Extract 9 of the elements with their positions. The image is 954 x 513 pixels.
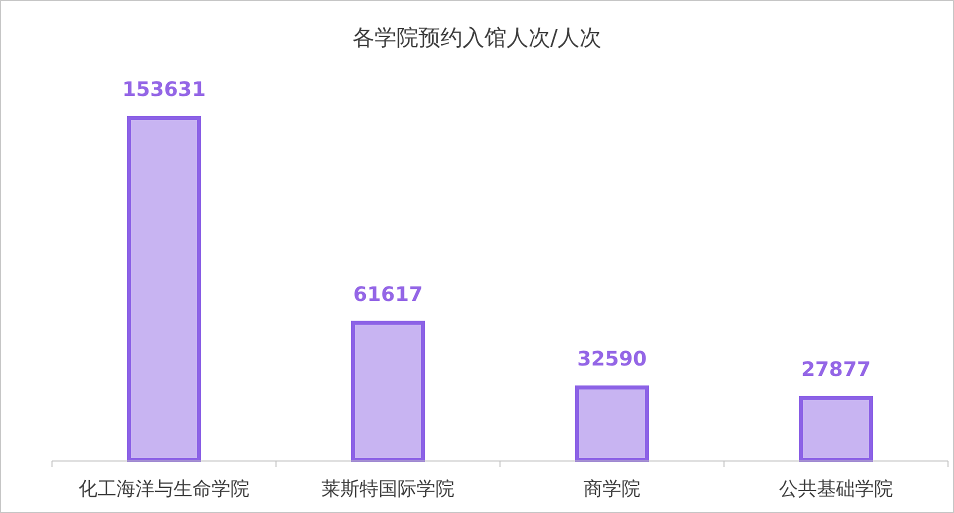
x-tick-label: 公共基础学院 — [779, 478, 893, 500]
chart-title: 各学院预约入馆人次/人次 — [352, 26, 602, 51]
x-tick-label: 商学院 — [584, 478, 640, 500]
x-tick-label: 化工海洋与生命学院 — [78, 478, 250, 500]
data-label: 32590 — [577, 346, 647, 370]
data-label: 27877 — [801, 356, 871, 381]
data-label: 61617 — [353, 282, 423, 306]
x-tick-label: 莱斯特国际学院 — [322, 478, 454, 500]
data-label: 153631 — [122, 77, 206, 101]
